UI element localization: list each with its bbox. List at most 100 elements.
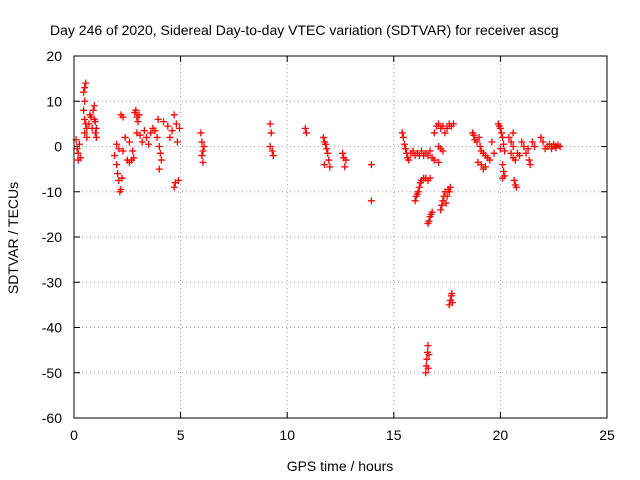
data-point (267, 129, 275, 137)
data-point (121, 133, 129, 141)
data-point (130, 154, 138, 162)
data-point (522, 149, 530, 157)
data-point (399, 133, 407, 141)
data-point (80, 106, 88, 114)
data-point (92, 133, 100, 141)
data-point (400, 140, 408, 148)
data-point (323, 145, 331, 153)
data-point (266, 120, 274, 128)
x-tick-label: 0 (70, 427, 78, 443)
data-point (470, 131, 478, 139)
x-tick-label: 20 (493, 427, 509, 443)
data-point (539, 138, 547, 146)
data-point (537, 133, 545, 141)
data-point (448, 299, 456, 307)
data-point (507, 138, 515, 146)
data-point (426, 147, 434, 155)
data-point (176, 124, 184, 132)
data-point (490, 149, 498, 157)
data-point (326, 163, 334, 171)
data-point (170, 183, 178, 191)
data-point (448, 290, 456, 298)
x-tick-label: 5 (177, 427, 185, 443)
data-point (512, 183, 520, 191)
data-point (82, 79, 90, 87)
y-tick-label: 10 (46, 93, 62, 109)
data-point (418, 147, 426, 155)
data-point (481, 163, 489, 171)
data-point (430, 129, 438, 137)
data-point (80, 88, 88, 96)
x-tick-label: 15 (386, 427, 402, 443)
y-tick-label: -30 (42, 274, 62, 290)
data-point (197, 129, 205, 137)
data-point (428, 208, 436, 216)
data-point (119, 147, 127, 155)
data-point (449, 120, 457, 128)
data-point (409, 147, 417, 155)
data-point (81, 115, 89, 123)
data-points (72, 79, 564, 377)
chart-title: Day 246 of 2020, Sidereal Day-to-day VTE… (50, 22, 559, 38)
data-point (477, 161, 485, 169)
data-point (528, 138, 536, 146)
data-point (92, 124, 100, 132)
data-point (511, 156, 519, 164)
y-axis-label: SDTVAR / TECUs (5, 182, 21, 294)
data-point (114, 170, 122, 178)
data-point (556, 143, 564, 150)
y-tick-label: -10 (42, 184, 62, 200)
data-point (505, 133, 513, 141)
data-point (155, 143, 163, 150)
data-point (91, 118, 99, 126)
data-point (91, 129, 99, 137)
data-point (145, 140, 153, 148)
data-point (439, 147, 447, 155)
plot-border (73, 55, 608, 419)
data-point (81, 84, 89, 92)
data-point (526, 161, 534, 169)
data-point (147, 129, 155, 137)
y-tick-label: -20 (42, 229, 62, 245)
data-point (496, 145, 504, 153)
data-point (423, 355, 431, 363)
grid (74, 56, 607, 418)
data-point (339, 149, 347, 157)
data-point (268, 147, 276, 155)
data-point (405, 156, 413, 164)
data-point (425, 217, 433, 225)
data-point (129, 147, 137, 155)
data-point (199, 158, 207, 166)
data-point (172, 120, 180, 128)
data-point (113, 140, 121, 148)
data-point (500, 140, 508, 148)
data-point (424, 152, 432, 160)
data-point (115, 145, 123, 153)
data-point (414, 188, 422, 196)
data-point (367, 161, 375, 169)
data-point (301, 124, 309, 132)
data-point (441, 129, 449, 137)
data-point (520, 143, 528, 150)
data-point (426, 174, 434, 182)
data-point (119, 113, 127, 121)
data-point (142, 133, 150, 141)
data-point (156, 149, 164, 157)
data-point (134, 118, 142, 126)
data-point (435, 158, 443, 166)
data-point (473, 138, 481, 146)
data-point (552, 144, 560, 152)
data-point (499, 133, 507, 141)
data-point (325, 156, 333, 164)
data-point (430, 156, 438, 164)
data-point (125, 138, 133, 146)
data-point (113, 161, 121, 169)
data-point (324, 149, 332, 157)
data-point (496, 124, 504, 132)
data-point (85, 120, 93, 128)
data-point (138, 138, 146, 146)
data-point (198, 152, 206, 160)
x-axis-label: GPS time / hours (287, 458, 394, 474)
data-point (164, 122, 172, 130)
